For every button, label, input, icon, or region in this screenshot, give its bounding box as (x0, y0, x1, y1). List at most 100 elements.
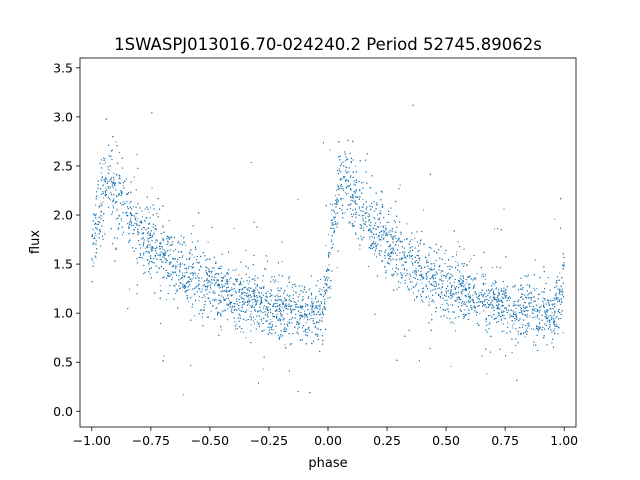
data-point (235, 268, 237, 270)
data-point (247, 283, 249, 285)
data-point (245, 337, 247, 339)
data-point (500, 320, 502, 322)
data-point (463, 313, 465, 315)
data-point (397, 244, 399, 246)
data-point (177, 242, 179, 244)
data-point (531, 293, 533, 295)
data-point (484, 278, 486, 280)
data-point (312, 309, 314, 311)
data-point (400, 282, 402, 284)
data-point (380, 239, 382, 240)
data-point (146, 259, 148, 261)
data-point (355, 165, 357, 167)
data-point (489, 314, 491, 316)
data-point (394, 221, 396, 223)
data-point (104, 187, 106, 189)
data-point (377, 218, 379, 220)
data-point (331, 219, 333, 221)
data-point (543, 302, 545, 304)
data-point (455, 330, 457, 332)
data-point (387, 254, 389, 256)
data-point (417, 270, 419, 272)
data-point (95, 196, 97, 198)
data-point (527, 316, 529, 318)
data-point (236, 323, 238, 325)
data-point (336, 197, 338, 199)
data-point (502, 290, 504, 292)
data-point (169, 253, 171, 255)
data-point (227, 295, 229, 297)
data-point (267, 300, 269, 302)
data-point (109, 178, 111, 180)
data-point (295, 301, 297, 303)
data-point (247, 303, 249, 305)
data-point (462, 284, 464, 286)
data-point (252, 316, 254, 318)
data-point (260, 302, 262, 304)
data-point (262, 280, 264, 282)
data-point (380, 226, 382, 228)
data-point (329, 149, 331, 151)
scatter-points-group (91, 104, 565, 396)
data-point (199, 261, 201, 263)
data-point (94, 237, 96, 239)
data-point (220, 312, 222, 314)
data-point (224, 290, 226, 292)
data-point (423, 209, 425, 211)
data-point (220, 329, 222, 331)
data-point (485, 321, 487, 323)
data-point (516, 317, 518, 319)
data-point (381, 234, 383, 236)
data-point (440, 288, 442, 290)
data-point (135, 216, 137, 218)
data-point (520, 285, 522, 287)
data-point (341, 186, 343, 188)
data-point (171, 276, 173, 278)
data-point (274, 302, 276, 304)
data-point (149, 255, 151, 257)
data-point (317, 308, 319, 310)
data-point (280, 311, 282, 313)
data-point (176, 265, 178, 267)
data-point (554, 299, 556, 301)
data-point (403, 272, 405, 274)
data-point (331, 222, 333, 224)
data-point (269, 296, 271, 298)
data-point (412, 264, 414, 266)
data-point (197, 272, 199, 274)
data-point (121, 220, 123, 222)
data-point (497, 307, 499, 309)
data-point (547, 318, 549, 320)
data-point (154, 228, 156, 230)
data-point (275, 317, 277, 319)
data-point (278, 308, 280, 310)
data-point (214, 298, 216, 300)
data-point (132, 225, 134, 227)
data-point (293, 290, 295, 292)
data-point (248, 296, 250, 298)
data-point (326, 277, 328, 279)
data-point (108, 154, 110, 156)
data-point (380, 213, 382, 215)
data-point (229, 300, 231, 302)
data-point (277, 281, 279, 283)
data-point (242, 297, 244, 299)
data-point (328, 234, 330, 236)
data-point (175, 293, 177, 295)
data-point (559, 303, 561, 305)
data-point (388, 255, 390, 257)
data-point (347, 192, 349, 194)
data-point (134, 218, 136, 220)
data-point (555, 317, 557, 319)
data-point (334, 195, 336, 197)
data-point (552, 305, 554, 307)
data-point (524, 313, 526, 315)
data-point (536, 288, 538, 290)
data-point (369, 238, 371, 240)
data-point (95, 213, 97, 215)
data-point (131, 233, 133, 235)
data-point (444, 252, 446, 254)
data-point (289, 344, 291, 346)
data-point (500, 290, 502, 292)
